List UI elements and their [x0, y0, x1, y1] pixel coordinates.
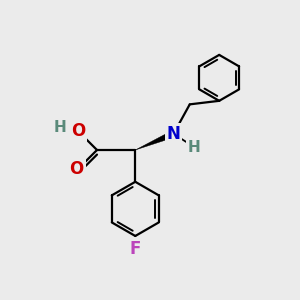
- Text: O: O: [71, 122, 85, 140]
- Text: H: H: [188, 140, 200, 154]
- Text: N: N: [167, 125, 181, 143]
- Text: F: F: [130, 240, 141, 258]
- Text: H: H: [54, 120, 67, 135]
- Polygon shape: [135, 130, 175, 150]
- Text: O: O: [69, 160, 83, 178]
